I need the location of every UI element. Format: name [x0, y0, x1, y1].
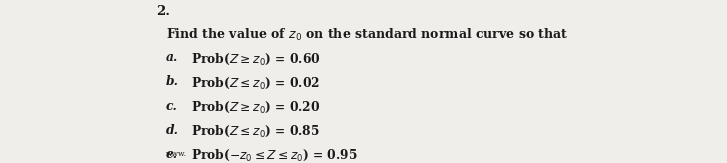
Text: d.: d.: [166, 124, 179, 137]
Text: Prob($Z \geq z_0$) = 0.60: Prob($Z \geq z_0$) = 0.60: [191, 51, 321, 67]
Text: a.: a.: [166, 51, 178, 64]
Text: e.: e.: [166, 148, 178, 161]
Text: Prob($Z \leq z_0$) = 0.02: Prob($Z \leq z_0$) = 0.02: [191, 75, 321, 91]
Text: Prob($Z \geq z_0$) = 0.20: Prob($Z \geq z_0$) = 0.20: [191, 100, 321, 115]
Text: b.: b.: [166, 75, 179, 89]
Text: c.: c.: [166, 100, 177, 113]
Text: Prob($-z_0 \leq Z \leq z_0$) = 0.95: Prob($-z_0 \leq Z \leq z_0$) = 0.95: [191, 148, 358, 163]
Text: Prob($Z \leq z_0$) = 0.85: Prob($Z \leq z_0$) = 0.85: [191, 124, 320, 139]
Text: 2.: 2.: [156, 5, 170, 18]
Text: Find the value of $z_0$ on the standard normal curve so that: Find the value of $z_0$ on the standard …: [166, 27, 569, 43]
Text: www.: www.: [166, 150, 187, 158]
